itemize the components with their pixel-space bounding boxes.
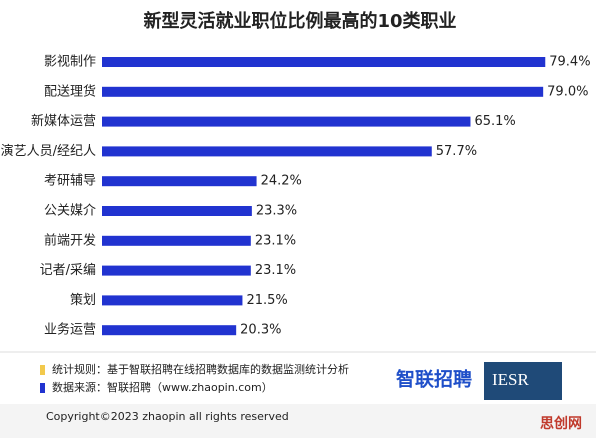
y-tick-label: 业务运营 [44,322,96,338]
y-tick-label: 演艺人员/经纪人 [1,143,96,159]
y-tick-label: 公关媒介 [44,204,96,219]
copyright: Copyright©2023 zhaopin all rights reserv… [46,410,289,423]
note: 统计规则：基于智联招聘在线招聘数据库的数据监测统计分析 [52,362,349,376]
value-label: 23.3% [256,204,297,219]
bar [102,235,251,246]
bar [102,86,544,97]
logo-zhaopin: 智联招聘 [396,368,472,391]
value-label: 21.5% [246,293,287,308]
value-label: 79.0% [547,84,588,99]
y-tick-label: 记者/采编 [40,263,96,278]
bar [102,146,432,157]
note-marker [40,365,45,375]
y-tick-label: 新媒体运营 [31,113,96,129]
note-marker [40,383,45,393]
logo-iesr: IESR [492,370,530,389]
y-tick-label: 策划 [70,292,96,308]
value-label: 20.3% [240,323,281,338]
y-tick-label: 影视制作 [44,55,96,70]
bar [102,176,257,187]
y-tick-label: 考研辅导 [44,174,96,189]
value-label: 24.2% [261,174,302,189]
note: 数据来源：智联招聘（www.zhaopin.com） [52,380,273,394]
bar [102,295,243,306]
y-tick-label: 前端开发 [44,232,96,248]
watermark: 思创网 [540,415,582,432]
logo-box [484,362,562,400]
chart-title: 新型灵活就业职位比例最高的10类职业 [143,10,456,32]
value-label: 79.4% [549,55,590,70]
value-label: 57.7% [436,144,477,159]
bar [102,265,251,276]
value-label: 65.1% [474,114,515,129]
value-label: 23.1% [255,263,296,278]
footer-band [0,404,596,438]
bar [102,116,471,127]
bar [102,325,237,336]
bar [102,206,252,216]
bar [102,57,546,67]
value-label: 23.1% [255,233,296,248]
y-tick-label: 配送理货 [44,83,96,99]
